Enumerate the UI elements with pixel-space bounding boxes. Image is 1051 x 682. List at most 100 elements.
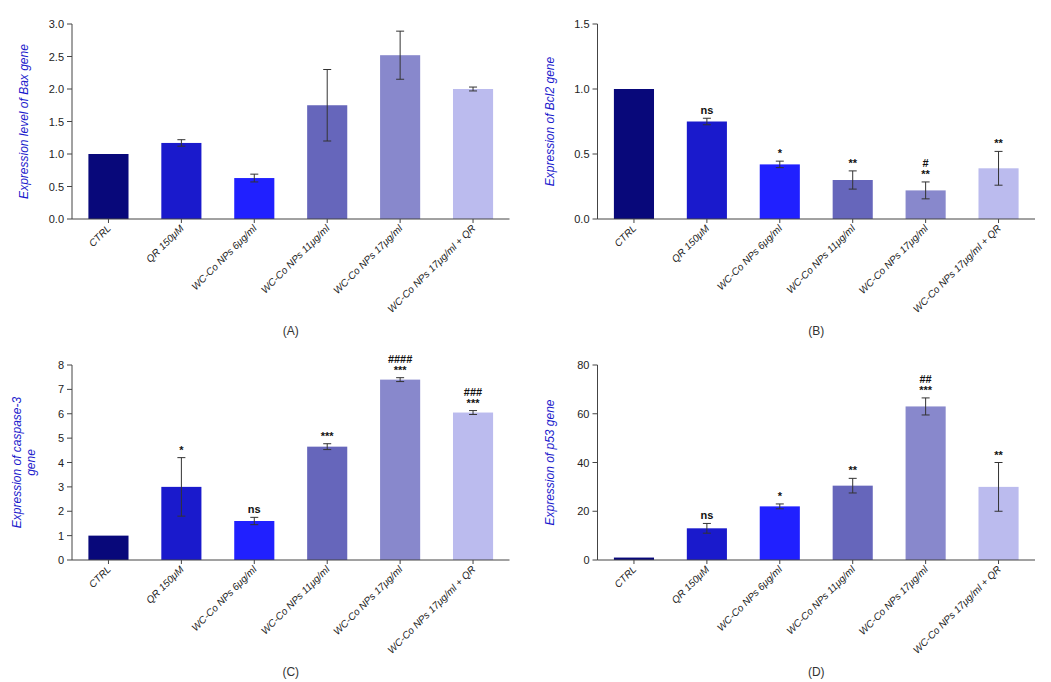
- y-tick-label: 7: [58, 383, 64, 395]
- annotation-line: **: [994, 137, 1003, 149]
- y-axis-label-line: Expression level of Bax gene: [17, 44, 31, 199]
- y-tick-label: 3.0: [49, 18, 64, 30]
- x-tick: [327, 219, 328, 223]
- annotation-line: ***: [394, 364, 408, 376]
- annotation: ns: [700, 509, 713, 521]
- x-tick: [852, 560, 853, 564]
- annotation: *: [179, 444, 184, 456]
- y-tick-label: 0.5: [574, 148, 589, 160]
- x-tick: [925, 219, 926, 223]
- x-axis: [72, 219, 510, 220]
- y-tick-label: 3: [58, 481, 64, 493]
- x-axis-label: (B): [808, 324, 824, 338]
- x-tick-label: CTRL: [87, 564, 113, 590]
- y-axis-label: Expression of Bcl2 gene: [543, 56, 557, 186]
- y-tick: [67, 486, 72, 487]
- y-tick-label: 2.5: [49, 51, 64, 63]
- bar: [906, 406, 946, 560]
- panel: 020406080ns***##*****CTRLQR 150μMWC-Co N…: [543, 359, 1035, 679]
- x-tick-label: WC-Co NPs 11μg/ml: [784, 563, 857, 636]
- x-tick: [400, 560, 401, 564]
- panel: 0.00.51.01.5ns***#****CTRLQR 150μMWC-Co …: [543, 18, 1035, 338]
- error-bar: [849, 171, 857, 189]
- y-tick: [67, 121, 72, 122]
- x-tick: [706, 219, 707, 223]
- annotation: ##***: [919, 373, 933, 396]
- annotation: **: [848, 157, 857, 169]
- x-tick-label: WC-Co NPs 17μg/ml: [857, 222, 931, 296]
- y-axis-label: Expression level of Bax gene: [17, 44, 31, 199]
- x-tick: [633, 560, 634, 564]
- bar: [833, 486, 873, 560]
- x-tick-label: QR 150μM: [144, 563, 186, 605]
- y-tick-label: 0.0: [49, 213, 64, 225]
- annotation: **: [848, 464, 857, 476]
- error-bar: [703, 523, 711, 533]
- y-tick: [593, 219, 598, 220]
- x-tick: [998, 219, 999, 223]
- marks: [614, 89, 1019, 219]
- error-bar: [995, 463, 1003, 512]
- y-axis: [72, 365, 73, 560]
- bar: [687, 122, 727, 220]
- x-tick-label: WC-Co NPs 11μg/ml: [784, 222, 857, 295]
- y-tick: [67, 24, 72, 25]
- error-bar: [323, 444, 331, 450]
- x-tick-label: WC-Co NPs 17μg/ml: [857, 563, 931, 637]
- x-tick: [852, 219, 853, 223]
- y-tick: [67, 511, 72, 512]
- error-bar: [177, 140, 185, 147]
- y-tick: [593, 154, 598, 155]
- x-axis-label: (C): [282, 665, 299, 679]
- bar: [88, 154, 128, 219]
- y-axis-label-line: Expression of caspase-3: [10, 396, 24, 528]
- bar: [161, 143, 201, 219]
- y-tick: [67, 365, 72, 366]
- x-tick: [779, 219, 780, 223]
- y-tick-label: 1.5: [49, 116, 64, 128]
- y-tick: [67, 535, 72, 536]
- x-tick-label: WC-Co NPs 11μg/ml: [259, 222, 332, 295]
- y-axis-label-line: Expression of p53 gene: [543, 399, 557, 525]
- marks: [614, 398, 1019, 560]
- annotation: #**: [921, 157, 930, 180]
- y-tick: [593, 89, 598, 90]
- y-tick-label: 2.0: [49, 83, 64, 95]
- annotation-line: **: [994, 449, 1003, 461]
- bar: [234, 178, 274, 219]
- x-tick-label: WC-Co NPs 6μg/ml: [189, 563, 259, 633]
- bar: [234, 521, 274, 560]
- x-tick: [108, 560, 109, 564]
- y-tick-label: 20: [577, 505, 589, 517]
- y-axis: [597, 24, 598, 219]
- x-tick-label: WC-Co NPs 6μg/ml: [715, 563, 785, 633]
- y-tick-label: 0: [58, 554, 64, 566]
- x-tick-label: CTRL: [87, 223, 113, 249]
- background: [0, 0, 1051, 682]
- y-tick: [593, 413, 598, 414]
- x-tick-label: WC-Co NPs 17μg/ml + QR: [385, 223, 477, 315]
- x-axis: [72, 560, 510, 561]
- x-tick-label: WC-Co NPs 17μg/ml: [331, 222, 405, 296]
- annotation-line: ***: [919, 384, 933, 396]
- annotation-line: ns: [700, 509, 713, 521]
- annotation: **: [994, 449, 1003, 461]
- y-axis: [597, 365, 598, 560]
- y-tick: [593, 511, 598, 512]
- annotation: ns: [248, 503, 261, 515]
- annotation-line: **: [848, 464, 857, 476]
- error-bar: [849, 478, 857, 493]
- bar: [614, 89, 654, 219]
- x-axis: [598, 560, 1036, 561]
- error-bar: [323, 70, 331, 142]
- y-tick: [593, 462, 598, 463]
- error-bar: [177, 458, 185, 517]
- y-tick: [67, 413, 72, 414]
- x-tick-label: WC-Co NPs 17μg/ml + QR: [911, 564, 1003, 656]
- annotation-line: ns: [248, 503, 261, 515]
- y-tick-label: 80: [577, 359, 589, 371]
- x-tick: [998, 560, 999, 564]
- y-tick: [67, 462, 72, 463]
- annotation: ***: [321, 430, 335, 442]
- y-tick: [67, 389, 72, 390]
